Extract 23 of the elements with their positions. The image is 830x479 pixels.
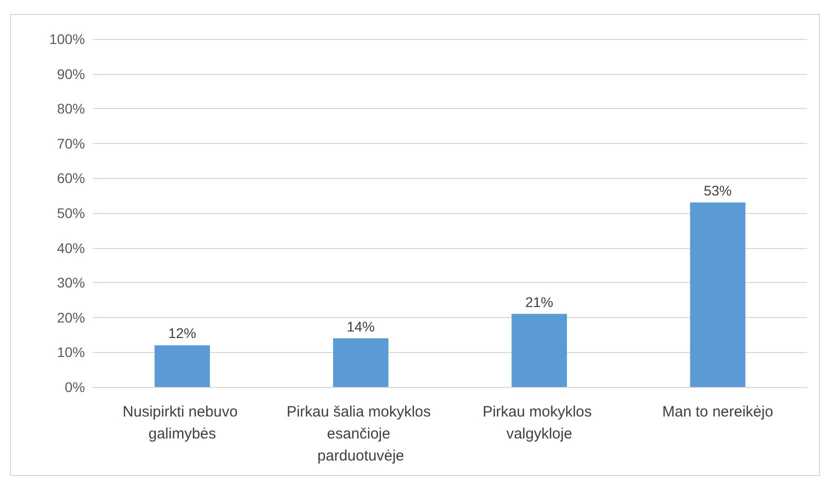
y-tick-label: 60%	[56, 170, 85, 186]
bar	[690, 202, 746, 387]
bar	[512, 314, 567, 387]
x-tick-label: Nusipirkti nebuvo galimybės	[122, 404, 242, 442]
y-tick-label: 0%	[64, 379, 85, 395]
y-tick-label: 30%	[56, 274, 85, 291]
x-tick-label: Pirkau šalia mokyklos esančioje parduotuvėje	[286, 404, 435, 464]
y-tick-label: 40%	[56, 240, 85, 256]
x-tick-label: Man to nereikėjo	[662, 404, 774, 420]
data-label: 21%	[525, 294, 554, 310]
data-label: 53%	[704, 182, 732, 199]
x-tick-label: Pirkau mokyklos valgykloje	[482, 404, 596, 442]
y-tick-label: 70%	[56, 135, 85, 152]
y-tick-label: 10%	[56, 344, 85, 360]
y-tick-label: 100%	[49, 31, 85, 47]
y-tick-label: 80%	[56, 100, 85, 117]
data-label: 14%	[346, 318, 375, 334]
y-tick-label: 50%	[56, 205, 85, 221]
y-tick-label: 20%	[56, 309, 85, 326]
y-tick-label: 90%	[56, 66, 85, 82]
data-label: 12%	[168, 325, 196, 342]
bar	[154, 345, 210, 387]
bar	[333, 338, 388, 387]
